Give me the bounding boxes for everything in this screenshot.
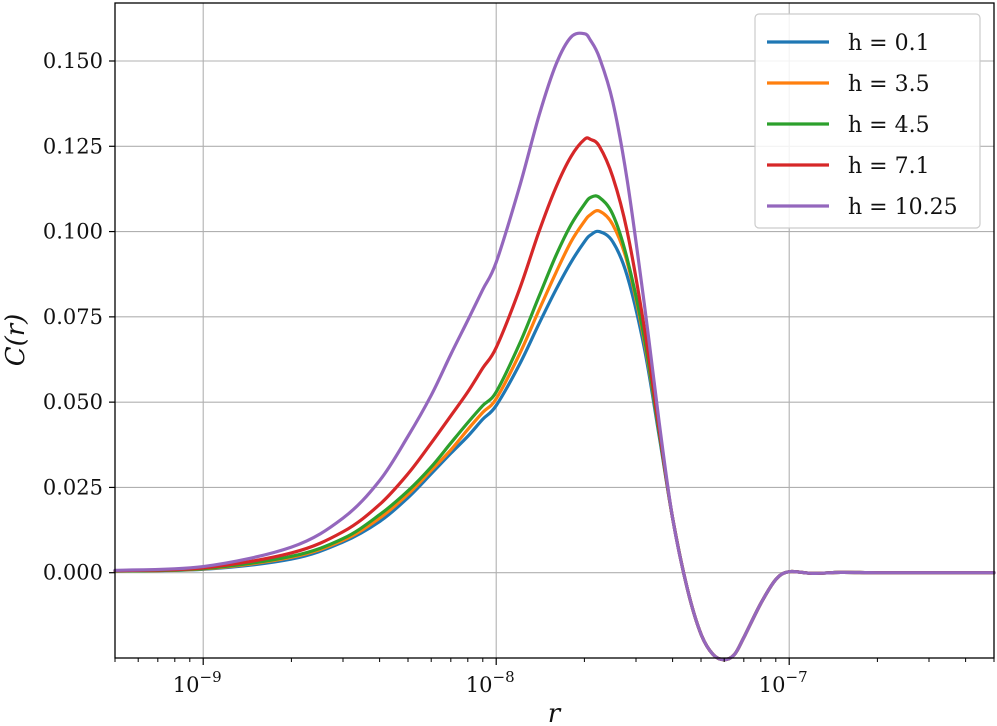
x-tick-label: 10−9: [173, 668, 222, 697]
x-axis-label: r: [548, 699, 562, 726]
y-tick-label: 0.100: [43, 220, 103, 244]
legend-label-2: h = 4.5: [848, 113, 930, 138]
series-line-4: [113, 31, 996, 662]
y-tick-label: 0.025: [43, 475, 103, 499]
legend-label-3: h = 7.1: [848, 154, 930, 179]
legend-label-4: h = 10.25: [848, 195, 958, 220]
x-axis-ticks: 10−9 10−8 10−7: [114, 658, 995, 697]
legend-label-1: h = 3.5: [848, 72, 930, 97]
y-tick-label: 0.125: [43, 134, 103, 158]
y-axis-label: C(r): [1, 314, 31, 367]
legend: h = 0.1 h = 3.5 h = 4.5 h = 7.1 h = 10.25: [754, 13, 981, 229]
series-line-0: [113, 229, 996, 662]
series-line-1: [113, 209, 996, 662]
series-lines: [113, 31, 996, 662]
grid-lines: [115, 3, 994, 658]
series-line-2: [113, 194, 996, 662]
y-tick-label: 0.050: [43, 390, 103, 414]
plot-frame: [114, 2, 995, 659]
x-tick-label: 10−8: [466, 668, 515, 697]
y-tick-label: 0.075: [43, 305, 103, 329]
legend-label-0: h = 0.1: [848, 31, 930, 56]
x-tick-label: 10−7: [759, 668, 808, 697]
y-tick-label: 0.000: [43, 561, 103, 585]
y-axis-ticks: 0.000 0.025 0.050 0.075 0.100 0.125 0.150: [43, 49, 115, 585]
y-tick-label: 0.150: [43, 49, 103, 73]
legend-box: [754, 13, 981, 229]
